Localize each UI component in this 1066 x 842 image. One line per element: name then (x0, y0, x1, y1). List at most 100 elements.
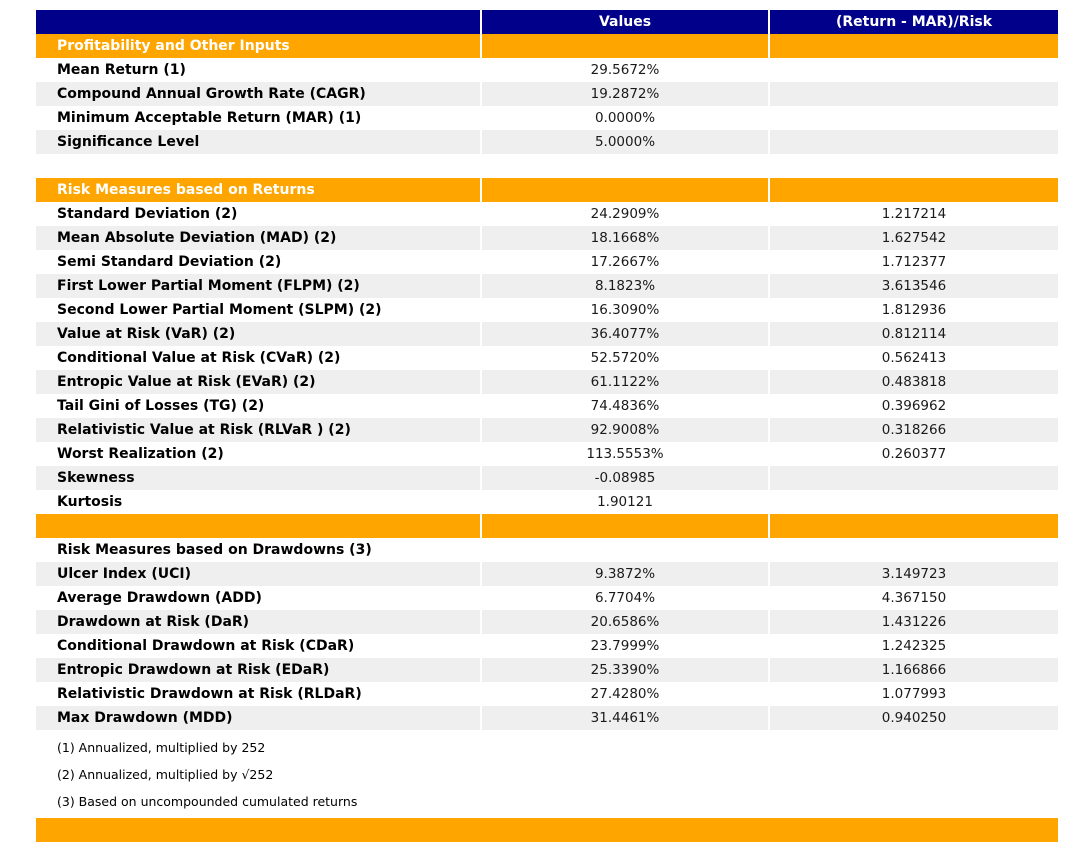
table-row: Significance Level 5.0000% (36, 130, 1058, 154)
table-row: Entropic Value at Risk (EVaR) (2) 61.1122… (36, 370, 1058, 394)
row-label: Risk Measures based on Returns (57, 182, 315, 198)
table-row: Max Drawdown (MDD) 31.4461% 0.940250 (36, 706, 1058, 730)
table-row: Value at Risk (VaR) (2) 36.4077% 0.812114 (36, 322, 1058, 346)
row-label: Entropic Value at Risk (EVaR) (2) (57, 374, 316, 390)
spacer-row (36, 154, 1058, 178)
row-label: Mean Return (1) (57, 62, 186, 78)
row-ratio (768, 154, 1058, 178)
row-ratio (768, 178, 1058, 202)
row-ratio: 0.812114 (768, 322, 1058, 346)
row-value: 20.6586% (480, 610, 769, 634)
row-ratio: 0.940250 (768, 706, 1058, 730)
row-ratio: 1.217214 (768, 202, 1058, 226)
row-value: 9.3872% (480, 562, 769, 586)
row-ratio (768, 82, 1058, 106)
row-value: 18.1668% (480, 226, 769, 250)
row-value (480, 178, 769, 202)
row-value: 17.2667% (480, 250, 769, 274)
table-row: Second Lower Partial Moment (SLPM) (2) 16… (36, 298, 1058, 322)
row-value: 23.7999% (480, 634, 769, 658)
table-row: Semi Standard Deviation (2) 17.2667% 1.712… (36, 250, 1058, 274)
column-header-metric (36, 10, 481, 34)
table-row: Relativistic Value at Risk (RLVaR ) (2) 9… (36, 418, 1058, 442)
row-label: Relativistic Drawdown at Risk (RLDaR) (57, 686, 362, 702)
table-row: Tail Gini of Losses (TG) (2) 74.4836% 0.39… (36, 394, 1058, 418)
column-header-values: Values (480, 10, 769, 34)
row-value: 36.4077% (480, 322, 769, 346)
table-row: Drawdown at Risk (DaR) 20.6586% 1.431226 (36, 610, 1058, 634)
table-row: Relativistic Drawdown at Risk (RLDaR) 27.… (36, 682, 1058, 706)
row-value: 113.5553% (480, 442, 769, 466)
row-label: Conditional Value at Risk (CVaR) (2) (57, 350, 341, 366)
table-row: Minimum Acceptable Return (MAR) (1) 0.000… (36, 106, 1058, 130)
row-ratio (768, 34, 1058, 58)
row-ratio (768, 490, 1058, 514)
row-ratio (768, 130, 1058, 154)
row-value: 24.2909% (480, 202, 769, 226)
table-row: Worst Realization (2) 113.5553% 0.260377 (36, 442, 1058, 466)
row-label: First Lower Partial Moment (FLPM) (2) (57, 278, 360, 294)
section-header-row (36, 514, 1058, 538)
row-ratio: 1.712377 (768, 250, 1058, 274)
row-value: 19.2872% (480, 82, 769, 106)
table-row: Mean Return (1) 29.5672% (36, 58, 1058, 82)
row-label: Tail Gini of Losses (TG) (2) (57, 398, 265, 414)
risk-report: Values (Return - MAR)/Risk Profitability… (36, 10, 1058, 842)
row-label: Kurtosis (57, 494, 123, 510)
row-value (480, 34, 769, 58)
table-header-row: Values (Return - MAR)/Risk (36, 10, 1058, 34)
row-value: 29.5672% (480, 58, 769, 82)
table-row: Conditional Value at Risk (CVaR) (2) 52.5… (36, 346, 1058, 370)
row-label: Conditional Drawdown at Risk (CDaR) (57, 638, 355, 654)
row-ratio (768, 466, 1058, 490)
table-row: Average Drawdown (ADD) 6.7704% 4.367150 (36, 586, 1058, 610)
row-value (480, 538, 769, 562)
section-header-row: Risk Measures based on Returns (36, 178, 1058, 202)
row-ratio (768, 106, 1058, 130)
row-value: 31.4461% (480, 706, 769, 730)
subsection-header-row: Risk Measures based on Drawdowns (3) (36, 538, 1058, 562)
row-label: Entropic Drawdown at Risk (EDaR) (57, 662, 330, 678)
row-ratio: 3.613546 (768, 274, 1058, 298)
row-value: -0.08985 (480, 466, 769, 490)
row-value (480, 514, 769, 538)
row-label: Drawdown at Risk (DaR) (57, 614, 250, 630)
bottom-section-bar (36, 818, 1058, 842)
row-ratio: 1.242325 (768, 634, 1058, 658)
row-label: Value at Risk (VaR) (2) (57, 326, 236, 342)
row-label: Average Drawdown (ADD) (57, 590, 262, 606)
row-label: Relativistic Value at Risk (RLVaR ) (2) (57, 422, 351, 438)
table-row: Conditional Drawdown at Risk (CDaR) 23.79… (36, 634, 1058, 658)
row-ratio: 0.260377 (768, 442, 1058, 466)
table-row: First Lower Partial Moment (FLPM) (2) 8.1… (36, 274, 1058, 298)
footnote: (3) Based on uncompounded cumulated retu… (57, 794, 358, 809)
row-ratio: 1.627542 (768, 226, 1058, 250)
row-label: Risk Measures based on Drawdowns (3) (57, 542, 372, 558)
column-header-return-mar-risk: (Return - MAR)/Risk (768, 10, 1058, 34)
row-value: 27.4280% (480, 682, 769, 706)
row-label (36, 514, 481, 538)
row-value: 61.1122% (480, 370, 769, 394)
row-label: Worst Realization (2) (57, 446, 224, 462)
row-value: 6.7704% (480, 586, 769, 610)
row-ratio: 3.149723 (768, 562, 1058, 586)
row-value: 16.3090% (480, 298, 769, 322)
row-ratio (768, 538, 1058, 562)
row-value: 92.9008% (480, 418, 769, 442)
table-body: Profitability and Other Inputs Mean Retur… (36, 34, 1058, 730)
row-ratio (768, 58, 1058, 82)
row-value: 8.1823% (480, 274, 769, 298)
table-row: Ulcer Index (UCI) 9.3872% 3.149723 (36, 562, 1058, 586)
row-label: Semi Standard Deviation (2) (57, 254, 282, 270)
row-label: Max Drawdown (MDD) (57, 710, 233, 726)
row-ratio: 0.483818 (768, 370, 1058, 394)
row-value: 1.90121 (480, 490, 769, 514)
row-ratio: 1.077993 (768, 682, 1058, 706)
footnote: (2) Annualized, multiplied by √252 (57, 767, 274, 782)
row-ratio: 0.318266 (768, 418, 1058, 442)
row-label: Significance Level (57, 134, 200, 150)
footnote: (1) Annualized, multiplied by 252 (57, 740, 266, 755)
row-label (36, 154, 481, 178)
row-label: Mean Absolute Deviation (MAD) (2) (57, 230, 337, 246)
section-header-row: Profitability and Other Inputs (36, 34, 1058, 58)
